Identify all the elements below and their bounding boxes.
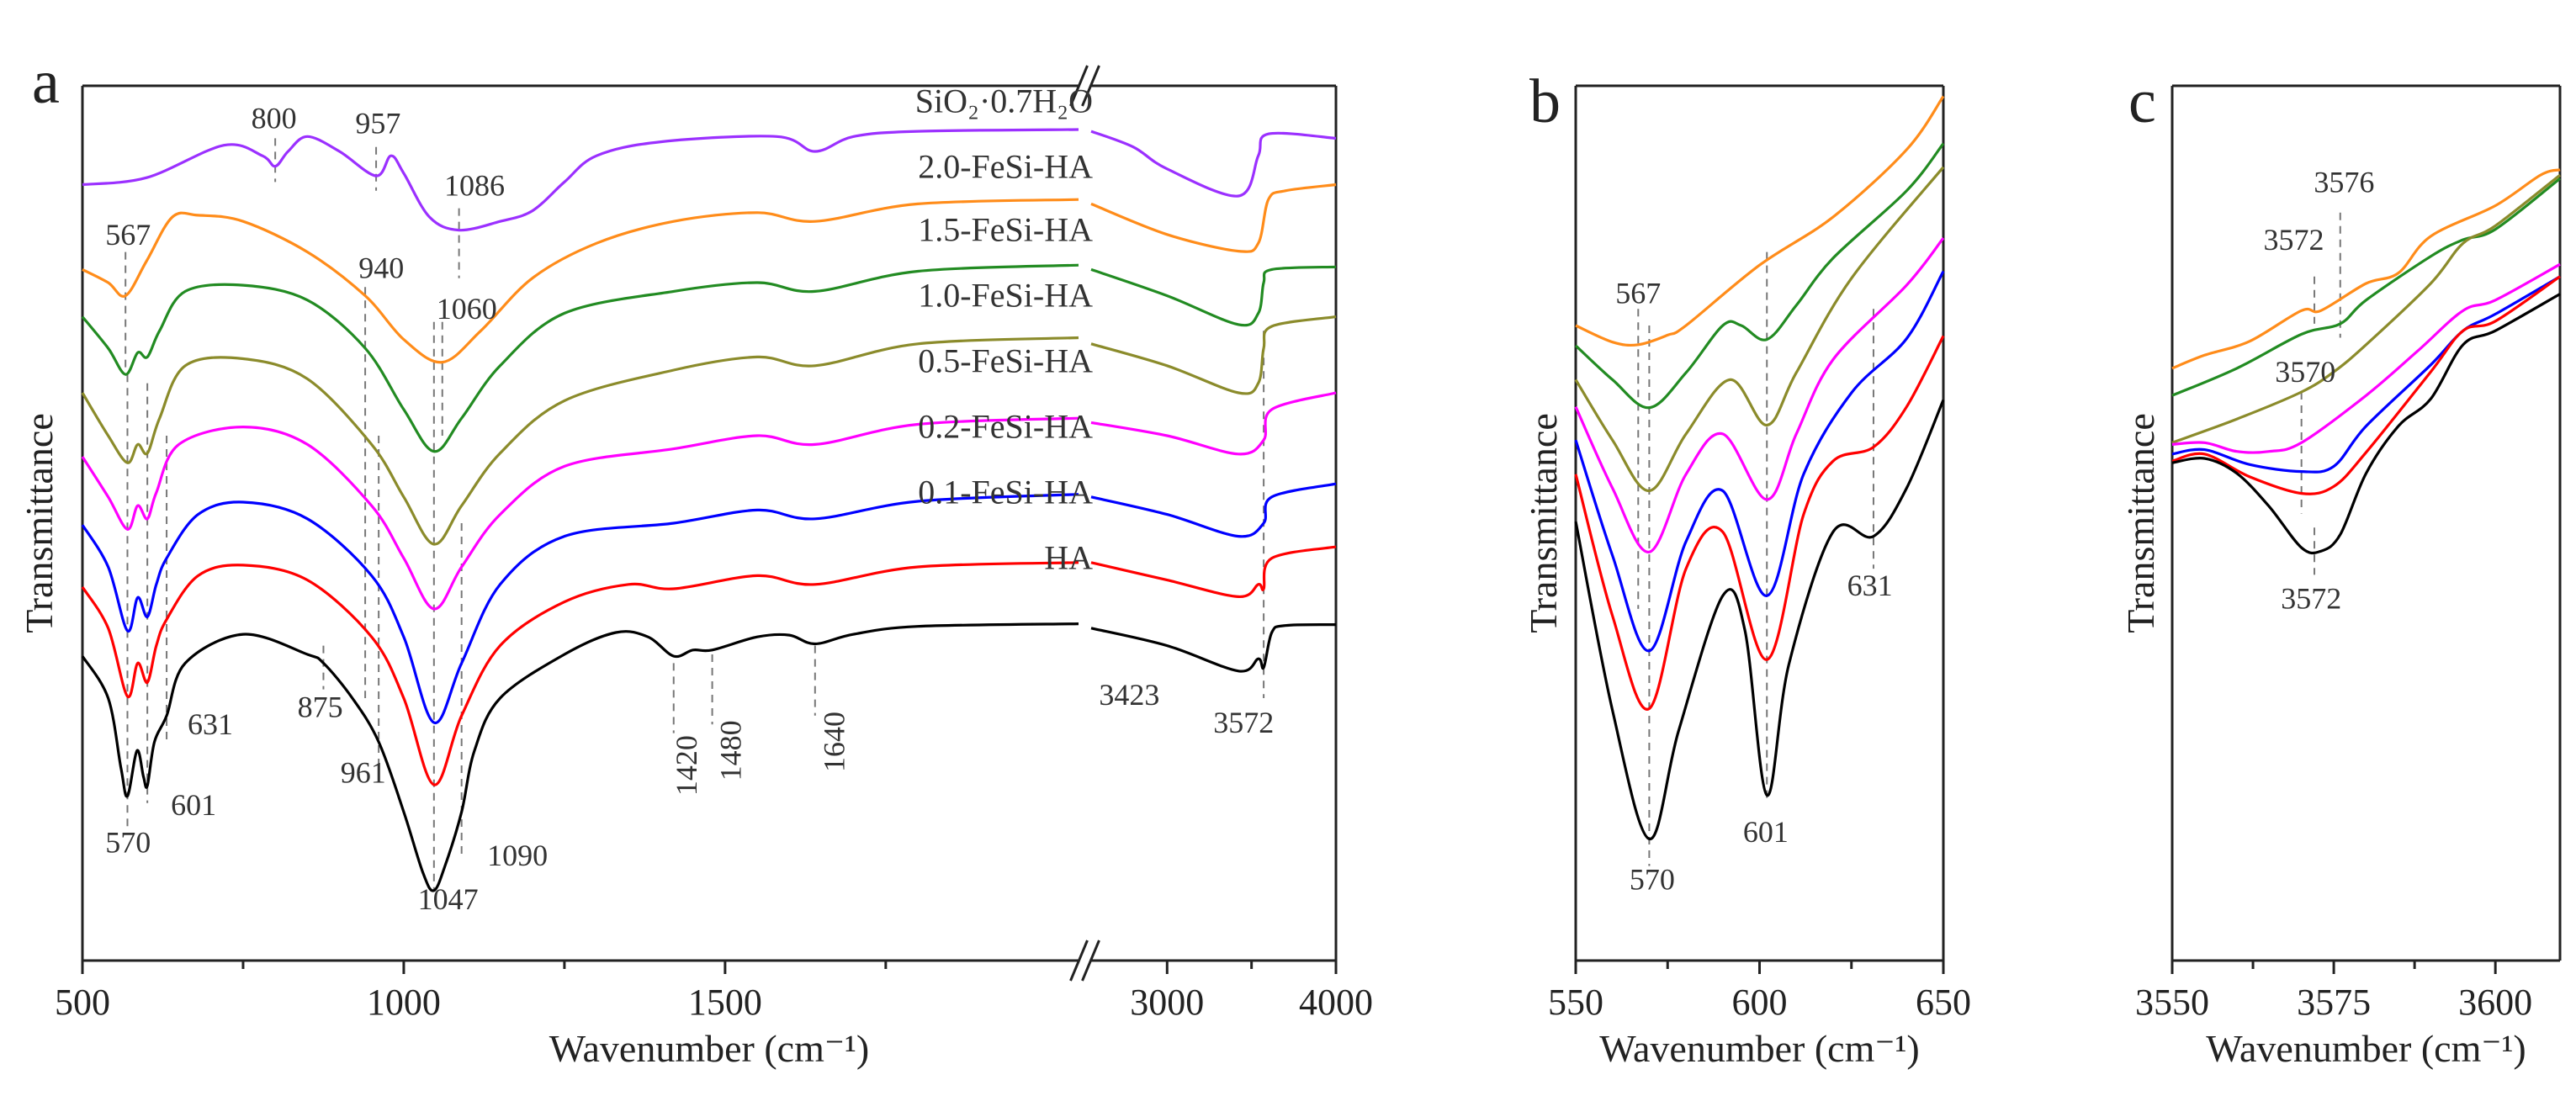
panel-c: 3550 3575 3600 3576 3572 3570 3572 c Transmittan… <box>2119 67 2562 1070</box>
peak-annotation: 875 <box>298 690 343 723</box>
series-line-1.0-FeSi-HA <box>2171 173 2561 444</box>
panel-letter: b <box>1529 67 1561 136</box>
series-label: 1.0-FeSi-HA <box>918 277 1093 315</box>
axis-break-mark <box>1081 940 1100 982</box>
peak-annotation: 3572 <box>1213 706 1274 739</box>
series-line-1.5-FeSi-HA <box>81 263 1337 453</box>
peak-annotation: 957 <box>355 107 400 140</box>
series-line-0.1-FeSi-HA <box>1574 335 1945 711</box>
series-label: HA <box>1044 539 1093 577</box>
peak-annotation: 631 <box>1847 569 1893 602</box>
peak-annotation: 3570 <box>2275 355 2335 389</box>
series-label: 0.1-FeSi-HA <box>918 474 1093 511</box>
x-tick-label: 500 <box>55 982 110 1023</box>
y-axis-title: Transmittance <box>18 413 61 633</box>
series-line-1.5-FeSi-HA <box>1574 142 1945 410</box>
peak-annotation: 940 <box>358 251 404 284</box>
peak-annotation: 570 <box>1630 862 1675 896</box>
x-tick-label: 1500 <box>688 982 762 1023</box>
series-label: 0.5-FeSi-HA <box>918 342 1093 380</box>
series-line-0.1-FeSi-HA <box>81 545 1337 786</box>
series-line-2.0-FeSi-HA <box>1575 95 1945 347</box>
peak-annotation: 570 <box>105 826 151 860</box>
series-line-2.0-FeSi-HA <box>82 183 1337 364</box>
series-line-0.5-FeSi-HA <box>1574 237 1945 553</box>
series-line-0.2-FeSi-HA <box>1574 270 1945 653</box>
x-tick-label: 3000 <box>1130 982 1204 1023</box>
x-tick-label: 550 <box>1548 982 1603 1023</box>
x-tick-label: 4000 <box>1299 982 1373 1023</box>
x-axis-title: Wavenumber (cm⁻¹) <box>1599 1027 1920 1070</box>
x-tick-label: 600 <box>1732 982 1788 1023</box>
peak-annotation: 631 <box>188 707 233 741</box>
series-line-1.5-FeSi-HA <box>2171 177 2561 397</box>
series-line-HA <box>1574 399 1945 840</box>
peak-annotation: 601 <box>1743 815 1789 849</box>
peak-annotation: 1060 <box>437 292 497 326</box>
series-label: 1.5-FeSi-HA <box>918 211 1093 249</box>
peak-annotation: 3423 <box>1099 678 1159 712</box>
series-line-2.0-FeSi-HA <box>2171 168 2561 370</box>
x-tick-label: 1000 <box>367 982 441 1023</box>
panel-b: 550 600 650 567 570 601 631 b Transmittance Waven… <box>1522 67 1971 1070</box>
series-label: 0.2-FeSi-HA <box>918 408 1093 446</box>
series-label: 2.0-FeSi-HA <box>918 148 1093 186</box>
panel-a: 500 1000 1500 3000 4000 SiO₂·0.7H₂O 2.0-FeSi-H… <box>18 48 1373 1070</box>
peak-annotation: 1480 <box>714 720 748 781</box>
peak-annotation: 800 <box>252 101 297 135</box>
series-line-0.1-FeSi-HA <box>2171 275 2561 495</box>
series-line-1.0-FeSi-HA <box>1574 166 1945 493</box>
series-line-SiO-0.7H-O <box>82 128 1337 232</box>
series-label: SiO₂·0.7H₂O <box>915 82 1093 120</box>
series-line-0.5-FeSi-HA <box>2171 262 2561 454</box>
x-tick-label: 3600 <box>2458 982 2532 1023</box>
peak-annotation: 1640 <box>818 712 851 772</box>
x-axis-title: Wavenumber (cm⁻¹) <box>2206 1027 2526 1070</box>
series-line-HA <box>2171 293 2561 555</box>
peak-annotation: 1047 <box>418 882 479 916</box>
peak-annotation: 567 <box>1615 276 1661 310</box>
peak-annotation: 1420 <box>670 735 703 796</box>
axis-break-mark <box>1069 65 1089 107</box>
peak-annotation: 3576 <box>2314 165 2374 199</box>
peak-annotation: 1086 <box>444 169 505 203</box>
y-axis-title: Transmittance <box>2119 413 2162 633</box>
x-tick-label: 650 <box>1916 982 1971 1023</box>
peak-annotation: 567 <box>105 218 151 251</box>
y-axis-title: Transmittance <box>1522 413 1565 633</box>
axis-break-mark <box>1081 65 1100 107</box>
peak-annotation: 961 <box>341 755 386 789</box>
axis-break-mark <box>1069 940 1089 982</box>
peak-annotation: 3572 <box>2263 223 2324 257</box>
x-axis-title: Wavenumber (cm⁻¹) <box>549 1027 870 1070</box>
peak-annotation: 3572 <box>2281 581 2341 615</box>
peak-annotation: 601 <box>171 788 216 822</box>
series-line-0.2-FeSi-HA <box>81 482 1337 724</box>
series-line-0.2-FeSi-HA <box>2171 275 2561 474</box>
series-line-1.0-FeSi-HA <box>81 315 1337 546</box>
series-line-HA <box>81 622 1337 892</box>
series-line-0.5-FeSi-HA <box>81 391 1337 611</box>
peak-annotation: 1090 <box>487 839 548 872</box>
x-tick-label: 3575 <box>2297 982 2371 1023</box>
panel-letter: c <box>2128 67 2156 136</box>
panel-letter: a <box>32 48 60 117</box>
x-tick-label: 3550 <box>2135 982 2209 1023</box>
